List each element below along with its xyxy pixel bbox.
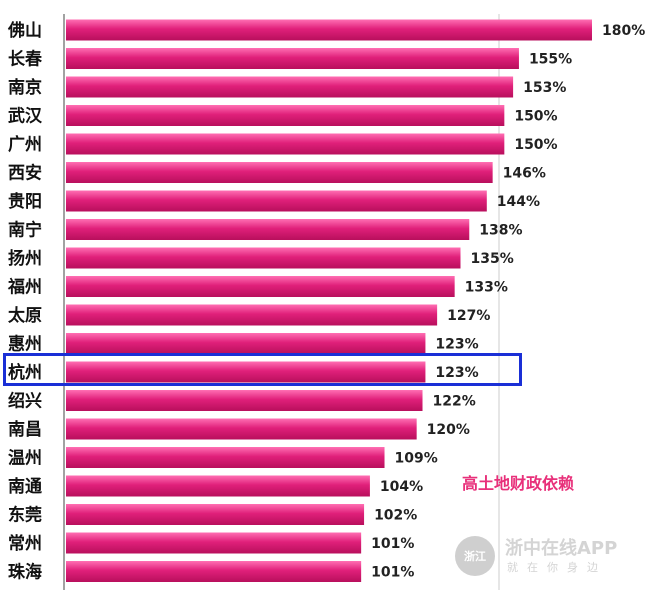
value-label: 123%: [435, 365, 478, 381]
bar: [66, 48, 519, 69]
category-label: 佛山: [7, 20, 42, 41]
bar: [66, 219, 470, 240]
category-label: 杭州: [8, 362, 42, 383]
category-label: 贵阳: [8, 191, 42, 212]
value-label: 138%: [479, 223, 522, 239]
chart-annotation: 高土地财政依赖: [462, 474, 575, 493]
value-label: 180%: [602, 23, 645, 39]
category-label: 西安: [8, 163, 42, 184]
bar: [66, 19, 592, 41]
watermark-name: 浙中在线APP: [505, 538, 618, 559]
bar: [66, 361, 426, 383]
value-label: 101%: [371, 565, 414, 581]
category-label: 南昌: [8, 419, 42, 440]
bar: [66, 190, 487, 212]
category-label: 绍兴: [8, 391, 42, 412]
category-label: 武汉: [8, 106, 43, 127]
category-label: 长春: [8, 49, 42, 70]
bar: [66, 247, 461, 269]
category-label: 南通: [8, 476, 42, 497]
bar: [66, 418, 417, 440]
category-label: 南宁: [8, 220, 42, 241]
bar: [66, 390, 423, 411]
category-label: 东莞: [8, 505, 42, 526]
category-label: 南京: [8, 77, 42, 98]
category-label: 扬州: [8, 248, 42, 269]
category-label: 福州: [7, 277, 42, 298]
category-label: 常州: [8, 533, 42, 554]
watermark-slogan: 就在你身边: [507, 561, 607, 574]
value-label: 146%: [503, 166, 546, 182]
bar: [66, 475, 370, 497]
value-label: 101%: [371, 536, 414, 552]
bar: [66, 532, 362, 554]
value-label: 150%: [514, 137, 557, 153]
bar: [66, 133, 505, 155]
category-label: 太原: [8, 305, 42, 326]
value-label: 155%: [529, 52, 572, 68]
bar: [66, 333, 426, 354]
category-label: 惠州: [8, 334, 42, 355]
value-label: 144%: [497, 194, 540, 210]
category-label: 珠海: [8, 562, 42, 583]
value-label: 102%: [374, 508, 417, 524]
bar: [66, 76, 514, 98]
bar: [66, 561, 362, 582]
value-label: 135%: [471, 251, 514, 267]
bar: [66, 162, 493, 183]
bar: [66, 447, 385, 468]
value-label: 150%: [514, 109, 557, 125]
bar: [66, 504, 365, 525]
watermark: 浙江 浙中在线APP 就在你身边: [455, 534, 645, 582]
category-label: 温州: [8, 449, 42, 469]
bar: [66, 304, 438, 326]
highlight-box: [3, 353, 522, 386]
bar: [66, 105, 505, 126]
value-label: 133%: [465, 280, 508, 296]
watermark-logo-icon: 浙江: [455, 536, 495, 576]
value-label: 127%: [447, 308, 490, 324]
value-label: 122%: [433, 394, 476, 410]
value-label: 123%: [435, 337, 478, 353]
bar: [66, 276, 455, 297]
value-label: 104%: [380, 479, 423, 495]
category-label: 广州: [8, 134, 42, 155]
value-label: 153%: [523, 80, 566, 96]
value-label: 120%: [427, 422, 470, 438]
value-label: 109%: [395, 451, 438, 467]
